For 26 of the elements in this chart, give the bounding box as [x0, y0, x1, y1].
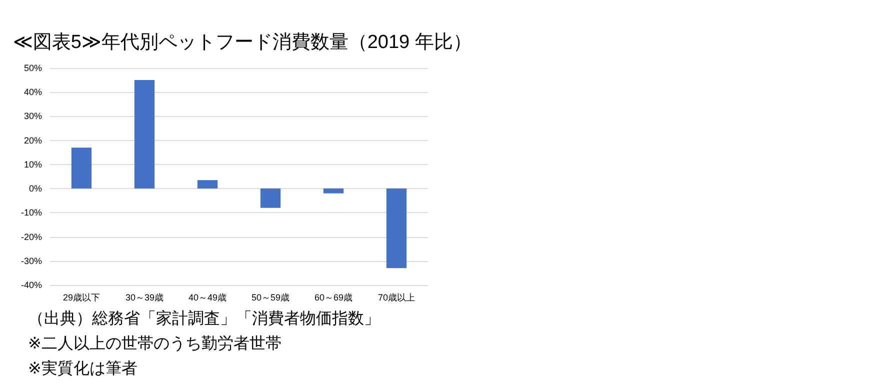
y-tick-label: 30%: [24, 111, 42, 122]
x-tick-label: 30～39歳: [125, 292, 164, 302]
y-tick-label: 20%: [24, 135, 42, 146]
x-tick-label: 40～49歳: [188, 292, 227, 302]
x-tick-label: 70歳以上: [378, 292, 416, 302]
bar: [134, 80, 155, 189]
bar: [71, 148, 92, 189]
y-tick-label: -20%: [20, 232, 42, 242]
chart-title: ≪図表5≫年代別ペットフード消費数量（2019 年比）: [13, 32, 472, 53]
y-tick-label: 10%: [24, 159, 42, 170]
y-tick-label: 0%: [28, 184, 42, 194]
x-tick-label: 60～69歳: [314, 292, 353, 302]
y-tick-label: -10%: [20, 208, 42, 218]
text: （出典）総務省「家計調査」「消費者物価指数」: [28, 310, 380, 328]
y-tick-label: 50%: [24, 63, 42, 73]
x-tick-label: 29歳以下: [62, 292, 100, 302]
bar: [386, 188, 407, 268]
bar: [323, 188, 344, 194]
y-tick-label: -40%: [20, 280, 42, 290]
text: ※実質化は筆者: [28, 360, 138, 378]
x-tick-label: 50～59歳: [251, 292, 290, 302]
bar: [197, 180, 218, 189]
text: ※二人以上の世帯のうち勤労者世帯: [28, 334, 282, 352]
y-tick-label: 40%: [24, 87, 42, 98]
bar: [260, 188, 281, 208]
y-tick-label: -30%: [20, 256, 42, 266]
